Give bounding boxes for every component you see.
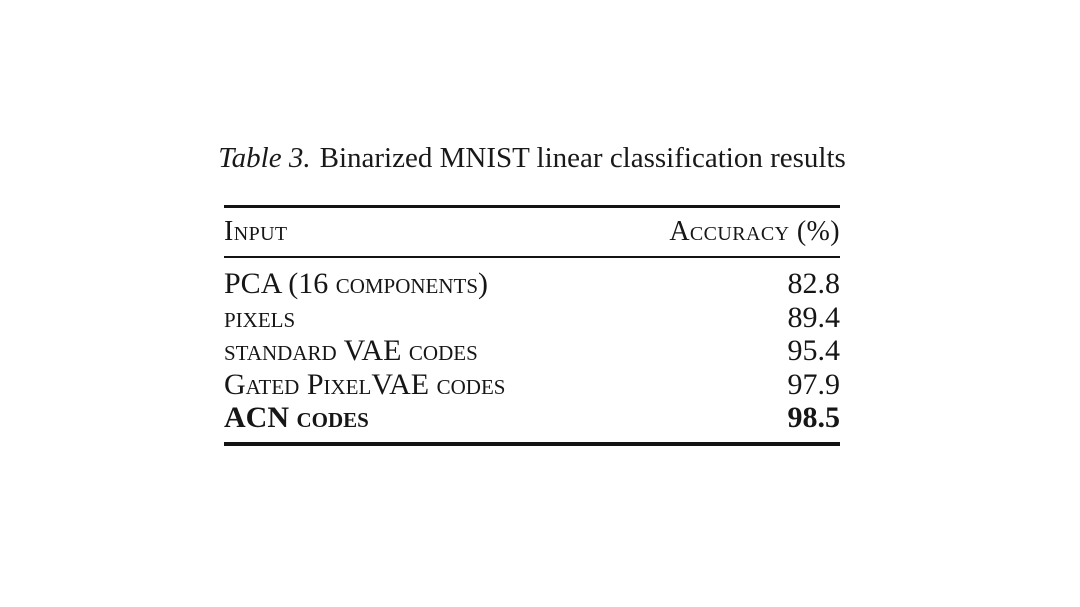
table-caption-label: Table 3. xyxy=(218,142,311,174)
input-cell: Gated PixelVAE codes xyxy=(224,367,506,401)
table-row-highlighted: ACN codes 98.5 xyxy=(224,401,840,444)
input-cell: PCA (16 components) xyxy=(224,267,489,300)
column-header-input: Input xyxy=(224,206,608,258)
input-cell: standard VAE codes xyxy=(224,334,478,367)
results-table: Input Accuracy (%) PCA (16 components) 8… xyxy=(224,205,840,446)
header-row: Input Accuracy (%) xyxy=(224,206,840,258)
input-cell: pixels xyxy=(224,300,296,334)
accuracy-cell: 89.4 xyxy=(787,300,841,334)
table-caption-text: Binarized MNIST linear classification re… xyxy=(319,142,846,174)
column-header-accuracy: Accuracy (%) xyxy=(607,206,840,258)
table-row: PCA (16 components) 82.8 xyxy=(224,257,840,301)
table-row: standard VAE codes 95.4 xyxy=(224,334,840,368)
table-caption: Table 3. Binarized MNIST linear classific… xyxy=(218,143,846,173)
input-cell: ACN codes xyxy=(224,401,369,434)
table-row: Gated PixelVAE codes 97.9 xyxy=(224,368,840,402)
accuracy-cell: 95.4 xyxy=(787,334,841,367)
accuracy-cell: 98.5 xyxy=(787,401,841,434)
table-row: pixels 89.4 xyxy=(224,301,840,335)
accuracy-cell: 97.9 xyxy=(787,367,841,401)
accuracy-cell: 82.8 xyxy=(787,267,841,300)
